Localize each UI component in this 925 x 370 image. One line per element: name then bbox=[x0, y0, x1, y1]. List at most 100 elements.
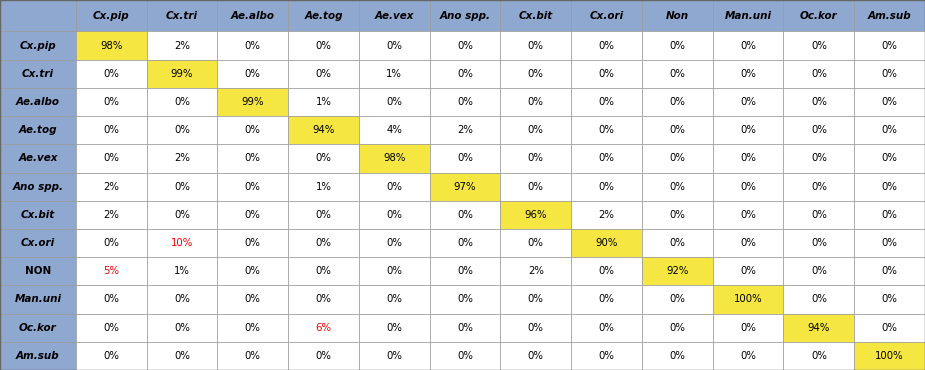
Text: 0%: 0% bbox=[811, 125, 827, 135]
Bar bbox=[500, 31, 572, 60]
Text: 0%: 0% bbox=[174, 210, 190, 220]
Text: Cx.tri: Cx.tri bbox=[22, 69, 54, 79]
Bar bbox=[289, 31, 359, 60]
Text: Ae.vex: Ae.vex bbox=[18, 154, 57, 164]
Bar bbox=[855, 201, 925, 229]
Bar bbox=[0, 172, 76, 201]
Bar bbox=[429, 342, 500, 370]
Bar bbox=[217, 257, 289, 285]
Bar bbox=[217, 229, 289, 257]
Bar bbox=[289, 172, 359, 201]
Text: 0%: 0% bbox=[882, 125, 897, 135]
Bar bbox=[571, 229, 642, 257]
Bar bbox=[146, 342, 217, 370]
Bar bbox=[642, 116, 712, 144]
Bar bbox=[289, 116, 359, 144]
Text: 96%: 96% bbox=[524, 210, 547, 220]
Bar bbox=[359, 60, 429, 88]
Text: Ano spp.: Ano spp. bbox=[439, 11, 490, 21]
Text: 0%: 0% bbox=[598, 69, 614, 79]
Bar bbox=[855, 342, 925, 370]
Bar bbox=[855, 31, 925, 60]
Bar bbox=[359, 144, 429, 172]
Text: 0%: 0% bbox=[811, 154, 827, 164]
Text: 0%: 0% bbox=[104, 351, 119, 361]
Bar bbox=[429, 314, 500, 342]
Bar bbox=[783, 0, 855, 31]
Bar bbox=[76, 0, 146, 31]
Bar bbox=[289, 257, 359, 285]
Bar bbox=[217, 172, 289, 201]
Bar bbox=[500, 314, 572, 342]
Bar bbox=[0, 144, 76, 172]
Text: 0%: 0% bbox=[882, 295, 897, 305]
Bar bbox=[783, 172, 855, 201]
Bar bbox=[76, 201, 146, 229]
Bar bbox=[146, 144, 217, 172]
Text: Non: Non bbox=[666, 11, 689, 21]
Bar bbox=[571, 116, 642, 144]
Bar bbox=[0, 60, 76, 88]
Text: 0%: 0% bbox=[882, 97, 897, 107]
Text: 0%: 0% bbox=[882, 210, 897, 220]
Bar bbox=[712, 257, 783, 285]
Text: 0%: 0% bbox=[528, 154, 544, 164]
Bar bbox=[429, 257, 500, 285]
Bar bbox=[76, 88, 146, 116]
Text: 1%: 1% bbox=[315, 182, 331, 192]
Text: 0%: 0% bbox=[811, 97, 827, 107]
Bar bbox=[146, 285, 217, 313]
Text: 99%: 99% bbox=[241, 97, 264, 107]
Bar bbox=[217, 144, 289, 172]
Bar bbox=[642, 342, 712, 370]
Bar bbox=[712, 0, 783, 31]
Bar bbox=[76, 229, 146, 257]
Bar bbox=[571, 314, 642, 342]
Bar bbox=[712, 31, 783, 60]
Bar bbox=[429, 116, 500, 144]
Bar bbox=[0, 257, 76, 285]
Text: 0%: 0% bbox=[670, 182, 685, 192]
Bar bbox=[76, 257, 146, 285]
Bar bbox=[712, 60, 783, 88]
Text: 0%: 0% bbox=[740, 41, 756, 51]
Bar bbox=[146, 314, 217, 342]
Text: 0%: 0% bbox=[882, 69, 897, 79]
Bar bbox=[855, 229, 925, 257]
Text: Cx.pip: Cx.pip bbox=[19, 41, 56, 51]
Bar bbox=[289, 285, 359, 313]
Bar bbox=[500, 342, 572, 370]
Text: Ae.vex: Ae.vex bbox=[375, 11, 414, 21]
Bar bbox=[0, 201, 76, 229]
Text: 0%: 0% bbox=[315, 210, 331, 220]
Text: 0%: 0% bbox=[811, 210, 827, 220]
Bar bbox=[217, 342, 289, 370]
Bar bbox=[855, 116, 925, 144]
Text: 0%: 0% bbox=[740, 182, 756, 192]
Bar bbox=[712, 116, 783, 144]
Text: 99%: 99% bbox=[171, 69, 193, 79]
Text: 5%: 5% bbox=[104, 266, 119, 276]
Bar bbox=[429, 60, 500, 88]
Bar bbox=[217, 60, 289, 88]
Bar bbox=[642, 172, 712, 201]
Text: 0%: 0% bbox=[670, 154, 685, 164]
Bar bbox=[146, 172, 217, 201]
Bar bbox=[712, 314, 783, 342]
Text: 1%: 1% bbox=[174, 266, 190, 276]
Text: 0%: 0% bbox=[245, 69, 261, 79]
Bar bbox=[855, 285, 925, 313]
Bar bbox=[642, 314, 712, 342]
Bar bbox=[500, 201, 572, 229]
Bar bbox=[217, 0, 289, 31]
Text: 0%: 0% bbox=[104, 154, 119, 164]
Bar bbox=[0, 0, 76, 31]
Bar bbox=[642, 229, 712, 257]
Text: 0%: 0% bbox=[457, 266, 473, 276]
Text: 4%: 4% bbox=[387, 125, 402, 135]
Text: 0%: 0% bbox=[882, 323, 897, 333]
Bar bbox=[855, 88, 925, 116]
Text: 1%: 1% bbox=[315, 97, 331, 107]
Bar bbox=[783, 116, 855, 144]
Text: 2%: 2% bbox=[104, 182, 119, 192]
